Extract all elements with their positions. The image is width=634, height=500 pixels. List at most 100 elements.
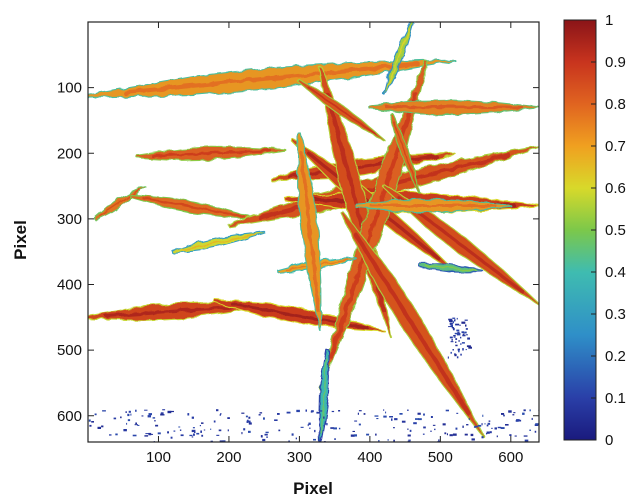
noise-speck — [394, 418, 398, 421]
noise-speck — [477, 424, 482, 427]
noise-speck — [260, 435, 263, 438]
noise-speck — [196, 432, 200, 435]
noise-speck — [265, 431, 269, 434]
noise-speck — [523, 435, 528, 437]
noise-speck — [455, 341, 457, 343]
noise-speck — [227, 429, 229, 432]
strand-core — [353, 232, 471, 416]
noise-speck — [470, 433, 474, 437]
noise-speck — [88, 419, 91, 422]
noise-speck — [125, 411, 127, 413]
noise-speck — [456, 356, 459, 359]
noise-speck — [453, 336, 456, 338]
noise-speck — [486, 424, 489, 427]
noise-speck — [259, 412, 263, 414]
noise-speck — [113, 417, 117, 420]
noise-speck — [157, 432, 161, 435]
x-tick-label: 100 — [146, 449, 171, 466]
noise-speck — [464, 433, 468, 436]
noise-speck — [262, 438, 266, 442]
noise-speck — [488, 420, 491, 422]
noise-speck — [407, 440, 411, 442]
strand-core — [104, 304, 255, 318]
noise-speck — [333, 427, 337, 430]
noise-speck — [444, 432, 447, 435]
noise-speck — [465, 328, 468, 330]
noise-speck — [489, 431, 492, 434]
noise-speck — [451, 327, 455, 329]
noise-speck — [497, 426, 502, 429]
noise-speck — [467, 337, 470, 340]
noise-speck — [170, 410, 174, 413]
noise-speck — [534, 424, 539, 426]
noise-speck — [210, 428, 212, 430]
noise-speck — [481, 423, 483, 426]
noise-speck — [461, 321, 466, 324]
noise-speck — [407, 428, 409, 430]
noise-speck — [263, 417, 265, 420]
colorbar-tick-label: 0.8 — [605, 96, 626, 113]
noise-speck — [334, 438, 336, 440]
noise-speck — [178, 426, 181, 428]
noise-speck — [375, 433, 377, 436]
noise-speck — [241, 412, 245, 414]
noise-speck — [160, 412, 164, 414]
noise-speck — [501, 413, 505, 415]
noise-speck — [454, 319, 456, 322]
noise-speck — [278, 429, 281, 432]
noise-speck — [459, 324, 461, 326]
noise-speck — [123, 429, 127, 432]
noise-speck — [331, 410, 335, 413]
noise-speck — [445, 409, 449, 412]
noise-speck — [486, 431, 490, 434]
y-axis-title: Pixel — [11, 220, 30, 260]
noise-speck — [120, 416, 122, 419]
noise-speck — [316, 411, 320, 414]
noise-speck — [179, 429, 182, 431]
noise-speck — [219, 414, 221, 416]
noise-speck — [218, 429, 222, 432]
noise-speck — [460, 353, 462, 356]
noise-speck — [145, 433, 149, 435]
noise-layer — [88, 317, 539, 442]
noise-speck — [134, 424, 138, 426]
noise-speck — [385, 411, 387, 414]
noise-speck — [163, 414, 165, 416]
noise-speck — [248, 416, 251, 419]
colorbar-tick-label: 0.9 — [605, 54, 626, 71]
noise-speck — [450, 325, 453, 327]
noise-speck — [350, 434, 355, 437]
noise-speck — [91, 421, 94, 423]
noise-speck — [500, 427, 505, 429]
noise-speck — [102, 410, 106, 412]
noise-speck — [180, 434, 184, 437]
noise-speck — [452, 349, 454, 351]
noise-speck — [187, 413, 190, 416]
noise-speck — [454, 353, 457, 357]
noise-speck — [200, 430, 202, 433]
noise-speck — [518, 419, 522, 422]
y-tick-label: 100 — [57, 80, 82, 97]
noise-speck — [454, 353, 456, 355]
noise-speck — [448, 318, 453, 321]
noise-speck — [454, 332, 458, 335]
plot-frame — [87, 21, 540, 443]
noise-speck — [456, 317, 458, 320]
noise-speck — [462, 334, 466, 337]
noise-speck — [529, 429, 531, 431]
noise-speck — [258, 414, 261, 416]
noise-speck — [323, 416, 325, 419]
noise-speck — [464, 319, 468, 321]
noise-speck — [487, 422, 491, 425]
noise-speck — [524, 439, 529, 442]
noise-speck — [503, 414, 505, 417]
noise-speck — [458, 340, 460, 342]
strand-core — [99, 188, 141, 217]
noise-speck — [458, 350, 460, 353]
strand-core — [141, 197, 246, 218]
noise-speck — [455, 338, 458, 340]
noise-speck — [466, 424, 469, 426]
noise-speck — [449, 336, 453, 339]
noise-speck — [391, 418, 393, 421]
noise-speck — [434, 428, 436, 431]
